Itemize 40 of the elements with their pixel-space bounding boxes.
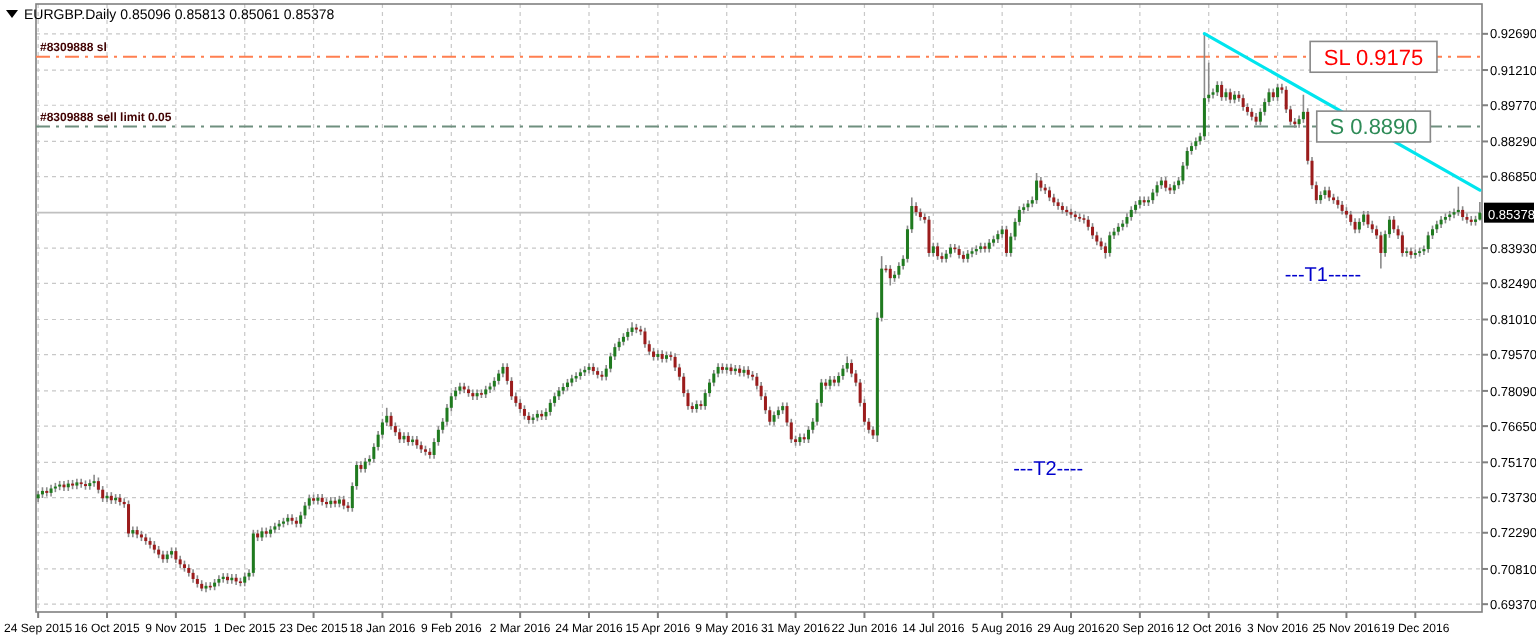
candlestick — [630, 321, 634, 337]
candlestick — [251, 529, 255, 578]
candlestick — [600, 370, 604, 382]
candlestick — [888, 264, 892, 287]
candlestick — [927, 215, 931, 258]
candlestick — [1004, 225, 1008, 258]
candlestick — [402, 431, 406, 444]
annotation: SL 0.9175 — [1323, 46, 1424, 71]
annotation: S 0.8890 — [1329, 116, 1418, 141]
candlestick — [806, 425, 810, 444]
candlestick — [88, 478, 92, 491]
candlestick — [92, 474, 96, 488]
candlestick — [1413, 248, 1417, 260]
candlestick — [471, 388, 475, 401]
candlestick — [1108, 230, 1112, 258]
candlestick — [940, 251, 944, 264]
candlestick — [1237, 90, 1241, 103]
candlestick — [1426, 230, 1430, 254]
candlestick — [1047, 185, 1051, 202]
candlestick — [329, 496, 333, 509]
candlestick — [1379, 230, 1383, 270]
candlestick — [1202, 32, 1206, 141]
candlestick — [83, 479, 87, 491]
candlestick — [79, 477, 83, 489]
annotation: ---T2---- — [1013, 459, 1084, 482]
candlestick — [226, 572, 230, 585]
candlestick — [587, 362, 591, 375]
candlestick — [565, 378, 569, 392]
candlestick — [127, 499, 131, 538]
candlestick — [643, 327, 647, 349]
candlestick — [1035, 172, 1039, 205]
candlestick — [609, 351, 613, 374]
candlestick — [1400, 230, 1404, 258]
candlestick — [475, 388, 479, 401]
candlestick — [45, 486, 49, 498]
candlestick — [1220, 80, 1224, 102]
annotation: ---T1----- — [1284, 265, 1362, 288]
candlestick — [656, 349, 660, 362]
candlestick — [467, 384, 471, 398]
candlestick — [949, 243, 953, 259]
